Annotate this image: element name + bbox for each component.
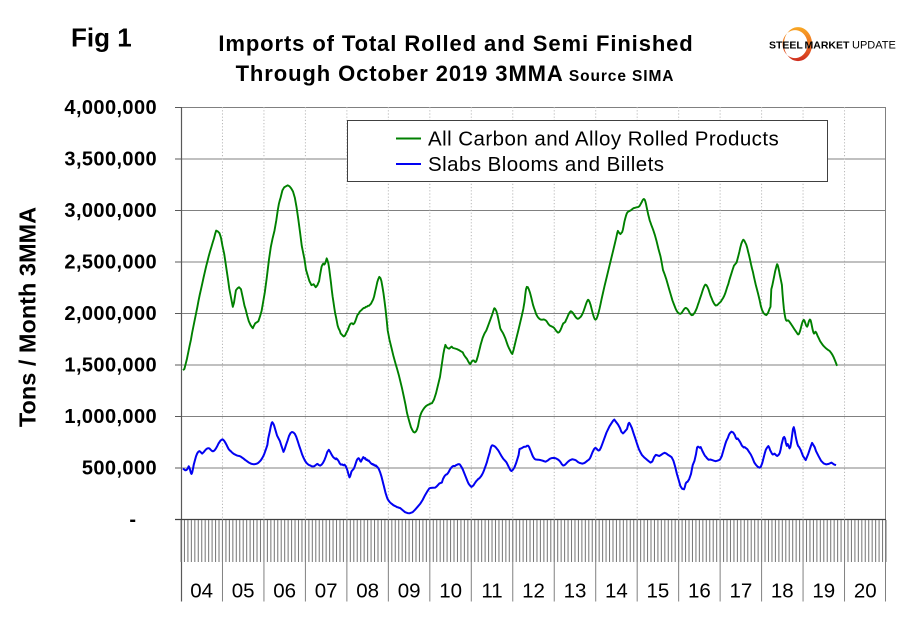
svg-text:1,000,000: 1,000,000 bbox=[64, 406, 157, 428]
svg-text:STEEL: STEEL bbox=[769, 40, 803, 52]
svg-text:12: 12 bbox=[522, 580, 545, 603]
svg-text:09: 09 bbox=[398, 580, 421, 603]
svg-text:3,500,000: 3,500,000 bbox=[64, 149, 157, 171]
svg-text:08: 08 bbox=[356, 580, 379, 603]
svg-text:Imports of Total Rolled and Se: Imports of Total Rolled and Semi Finishe… bbox=[218, 31, 693, 56]
svg-text:13: 13 bbox=[564, 580, 587, 603]
svg-text:1,500,000: 1,500,000 bbox=[64, 355, 157, 377]
svg-text:11: 11 bbox=[481, 580, 502, 603]
svg-text:18: 18 bbox=[771, 580, 794, 603]
svg-text:10: 10 bbox=[439, 580, 462, 603]
svg-text:15: 15 bbox=[646, 580, 669, 603]
svg-text:4,000,000: 4,000,000 bbox=[64, 97, 157, 119]
svg-text:20: 20 bbox=[854, 580, 877, 603]
svg-text:3,000,000: 3,000,000 bbox=[64, 200, 157, 222]
svg-text:19: 19 bbox=[812, 580, 835, 603]
svg-text:05: 05 bbox=[232, 580, 255, 603]
svg-text:UPDATE: UPDATE bbox=[852, 40, 896, 52]
svg-text:Tons / Month 3MMA: Tons / Month 3MMA bbox=[15, 207, 41, 427]
svg-text:17: 17 bbox=[729, 580, 752, 603]
svg-text:Fig 1: Fig 1 bbox=[71, 23, 132, 53]
svg-text:Slabs Blooms and Billets: Slabs Blooms and Billets bbox=[428, 153, 664, 176]
svg-text:14: 14 bbox=[605, 580, 628, 603]
svg-text:04: 04 bbox=[190, 580, 213, 603]
svg-text:16: 16 bbox=[688, 580, 711, 603]
svg-text:All Carbon and Alloy Rolled Pr: All Carbon and Alloy Rolled Products bbox=[428, 128, 779, 151]
svg-text:2,000,000: 2,000,000 bbox=[64, 303, 157, 325]
svg-text:07: 07 bbox=[315, 580, 338, 603]
svg-text:500,000: 500,000 bbox=[82, 458, 157, 480]
svg-text:-: - bbox=[129, 509, 136, 531]
svg-text:MARKET: MARKET bbox=[805, 40, 850, 52]
svg-text:2,500,000: 2,500,000 bbox=[64, 252, 157, 274]
svg-text:06: 06 bbox=[273, 580, 296, 603]
